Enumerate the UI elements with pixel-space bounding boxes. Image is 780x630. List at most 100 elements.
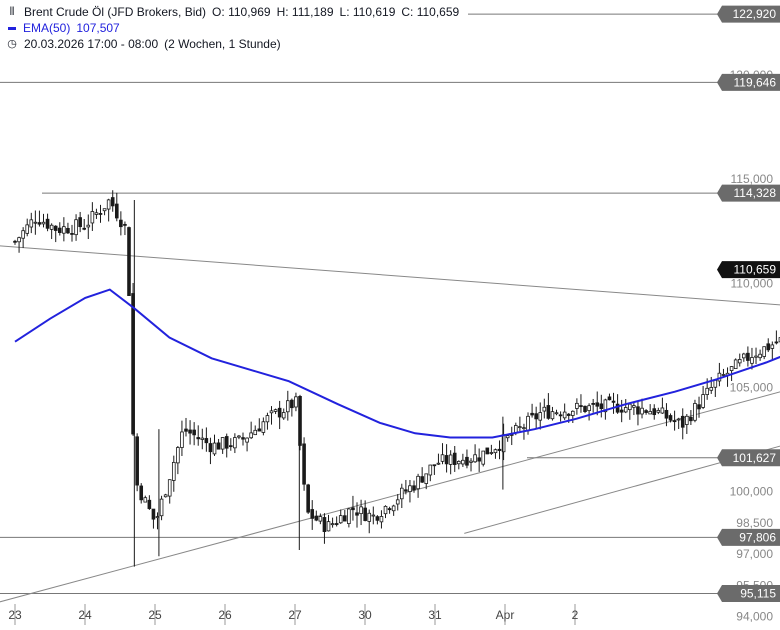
candle-body bbox=[746, 352, 750, 361]
x-tick-label: 23 bbox=[8, 608, 22, 622]
candle-body bbox=[754, 355, 758, 358]
low-label: L: bbox=[339, 5, 350, 19]
candle-body bbox=[322, 517, 327, 532]
candle-body bbox=[416, 475, 420, 490]
candle-body bbox=[603, 399, 608, 413]
candle-body bbox=[66, 227, 70, 234]
candle-body bbox=[465, 456, 469, 466]
candle-body bbox=[74, 219, 78, 236]
candle-body bbox=[534, 413, 538, 420]
candle-body bbox=[493, 449, 498, 454]
candle-body bbox=[261, 421, 266, 433]
candle-body bbox=[196, 437, 201, 440]
candle-body bbox=[106, 199, 111, 210]
price-level-tag: 119,646 bbox=[734, 75, 777, 89]
high-label: H: bbox=[276, 5, 289, 19]
candle-body bbox=[379, 516, 384, 523]
candle-body bbox=[632, 405, 636, 408]
candle-body bbox=[82, 227, 87, 230]
candle-body bbox=[770, 344, 775, 349]
candle-body bbox=[709, 387, 714, 391]
candle-body bbox=[49, 224, 54, 230]
candle-body bbox=[302, 443, 306, 485]
candle-body bbox=[404, 489, 408, 492]
candle-body bbox=[526, 415, 530, 432]
candle-body bbox=[713, 379, 718, 388]
candle-body bbox=[623, 407, 628, 413]
y-tick-label: 100,000 bbox=[730, 485, 774, 499]
trend-line bbox=[464, 445, 780, 534]
candle-body bbox=[676, 418, 681, 421]
price-level-tag-bg bbox=[717, 449, 780, 467]
trend-line bbox=[0, 391, 780, 603]
candle-body bbox=[733, 359, 738, 369]
candle-body bbox=[119, 219, 123, 228]
candle-body bbox=[253, 429, 258, 436]
candle-body bbox=[546, 405, 551, 419]
candle-body bbox=[220, 437, 225, 450]
candle-body bbox=[17, 237, 21, 243]
ema-name: EMA(50) bbox=[23, 21, 71, 35]
candle-body bbox=[33, 221, 38, 224]
candle-body bbox=[628, 403, 632, 411]
candle-body bbox=[326, 521, 331, 532]
candle-body bbox=[123, 223, 127, 226]
legend-ema-row[interactable]: EMA(50) 107,507 bbox=[6, 20, 459, 36]
candle-body bbox=[184, 428, 188, 432]
candle-body bbox=[664, 409, 669, 419]
candle-body bbox=[432, 464, 437, 467]
candle-body bbox=[750, 357, 754, 364]
candle-body bbox=[114, 203, 119, 219]
candle-body bbox=[127, 227, 131, 296]
price-level-tag-bg bbox=[717, 528, 780, 546]
y-tick-label: 94,000 bbox=[736, 610, 773, 624]
candle-body bbox=[147, 499, 152, 509]
x-tick-label: 26 bbox=[218, 608, 232, 622]
symbol-name: Brent Crude Öl (JFD Brokers, Bid) bbox=[24, 5, 207, 19]
x-tick-label: Apr bbox=[496, 608, 515, 622]
candle-body bbox=[448, 454, 453, 465]
price-level-tag: 101,627 bbox=[733, 451, 777, 465]
candle-body bbox=[611, 400, 616, 403]
price-level-tag: 114,328 bbox=[734, 186, 777, 200]
candle-body bbox=[721, 374, 726, 376]
price-level-tag-bg bbox=[717, 5, 780, 23]
candle-body bbox=[542, 406, 547, 412]
candle-body bbox=[729, 366, 734, 371]
candle-body bbox=[70, 233, 74, 235]
candle-body bbox=[583, 405, 587, 412]
legend-symbol-row[interactable]: ⫴ Brent Crude Öl (JFD Brokers, Bid) O: 1… bbox=[6, 4, 460, 20]
price-level-tag: 97,806 bbox=[739, 530, 776, 544]
clock-icon: ◷ bbox=[7, 38, 17, 50]
candle-body bbox=[102, 208, 107, 212]
candle-body bbox=[273, 409, 278, 412]
candle-body bbox=[25, 224, 30, 234]
candle-body bbox=[530, 412, 534, 416]
candle-body bbox=[249, 432, 253, 439]
candle-body bbox=[550, 411, 555, 420]
candle-body bbox=[615, 403, 620, 413]
y-tick-label: 97,000 bbox=[736, 547, 773, 561]
candle-body bbox=[444, 455, 449, 465]
candle-body bbox=[241, 437, 245, 440]
candle-body bbox=[591, 402, 595, 405]
candle-body bbox=[420, 476, 424, 483]
x-tick-label: 2 bbox=[572, 608, 579, 622]
candle-body bbox=[701, 394, 705, 408]
candle-body bbox=[562, 411, 567, 419]
candle-body bbox=[619, 409, 624, 413]
candle-body bbox=[163, 494, 168, 498]
candle-body bbox=[575, 402, 579, 409]
candle-body bbox=[269, 410, 274, 414]
candle-body bbox=[774, 341, 779, 344]
candle-body bbox=[579, 405, 583, 407]
candle-body bbox=[62, 226, 66, 234]
candle-body bbox=[298, 396, 302, 446]
candle-body bbox=[652, 408, 657, 416]
close-value: 110,659 bbox=[416, 5, 460, 19]
candle-body bbox=[371, 514, 376, 517]
candle-body bbox=[518, 426, 522, 429]
candle-body bbox=[571, 410, 575, 416]
